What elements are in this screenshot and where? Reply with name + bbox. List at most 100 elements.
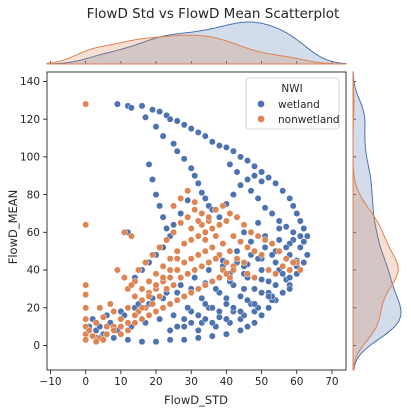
- point-nonwetland-21: [145, 277, 153, 285]
- point-wetland-54: [159, 213, 167, 221]
- point-nonwetland-97: [166, 300, 174, 308]
- point-wetland-22: [272, 179, 280, 187]
- point-wetland-66: [226, 160, 234, 168]
- point-wetland-161: [286, 274, 294, 282]
- point-wetland-156: [215, 308, 223, 315]
- point-nonwetland-92: [131, 319, 139, 327]
- point-nonwetland-99: [180, 292, 188, 300]
- point-wetland-26: [293, 210, 301, 217]
- x-tick-label-6: 50: [255, 376, 268, 388]
- point-wetland-15: [222, 143, 230, 151]
- point-nonwetland-84: [198, 262, 206, 270]
- point-nonwetland-18: [124, 304, 132, 312]
- point-nonwetland-96: [159, 304, 167, 312]
- point-nonwetland-122: [226, 210, 234, 217]
- point-nonwetland-95: [152, 308, 160, 315]
- point-nonwetland-33: [229, 232, 237, 240]
- point-nonwetland-86: [212, 255, 220, 263]
- point-wetland-188: [205, 266, 213, 274]
- point-wetland-19: [251, 162, 258, 170]
- point-wetland-34: [173, 147, 181, 155]
- point-wetland-3: [138, 102, 146, 110]
- point-wetland-80: [279, 289, 287, 297]
- point-wetland-25: [289, 202, 297, 210]
- point-wetland-68: [247, 187, 255, 195]
- point-nonwetland-23: [159, 262, 167, 270]
- point-wetland-86: [237, 326, 244, 334]
- y-axis-ticks: 0 20 40 60 80 100 120 140: [20, 76, 47, 352]
- y-tick-label-4: 80: [27, 189, 40, 201]
- point-nonwetland-19: [131, 292, 139, 300]
- point-wetland-31: [152, 123, 160, 131]
- point-nonwetland-40: [149, 251, 156, 259]
- series-wetland-points: [85, 100, 311, 346]
- x-tick-label-3: 20: [149, 376, 162, 388]
- point-wetland-73: [282, 223, 290, 231]
- point-wetland-50: [145, 160, 153, 168]
- point-wetland-136: [201, 300, 209, 308]
- point-wetland-8: [173, 117, 181, 125]
- y-tick-label-1: 20: [27, 302, 40, 314]
- point-nonwetland-129: [275, 247, 283, 255]
- point-wetland-71: [268, 210, 276, 217]
- point-nonwetland-117: [191, 198, 199, 206]
- point-nonwetland-102: [201, 281, 209, 289]
- point-wetland-94: [124, 336, 132, 344]
- point-wetland-175: [254, 219, 262, 227]
- point-nonwetland-71: [127, 232, 135, 240]
- y-tick-label-3: 60: [27, 227, 40, 239]
- point-wetland-158: [244, 296, 251, 304]
- y-tick-label-2: 40: [27, 265, 40, 277]
- point-wetland-154: [187, 319, 195, 327]
- point-nonwetland-121: [219, 202, 227, 210]
- series-nonwetland-points: [82, 100, 304, 346]
- point-nonwetland-0: [82, 100, 90, 108]
- point-wetland-205: [184, 304, 192, 312]
- point-nonwetland-142: [131, 311, 139, 319]
- point-wetland-20: [258, 168, 266, 176]
- point-nonwetland-64: [194, 251, 202, 259]
- point-nonwetland-52: [233, 255, 241, 263]
- legend: NWI wetland nonwetland: [245, 77, 340, 130]
- point-nonwetland-134: [194, 217, 202, 225]
- point-wetland-93: [138, 338, 146, 346]
- point-wetland-63: [170, 221, 178, 229]
- point-nonwetland-146: [103, 330, 111, 338]
- legend-label-nonwetland: nonwetland: [278, 114, 340, 126]
- point-wetland-51: [149, 176, 156, 183]
- point-wetland-40: [201, 194, 209, 202]
- legend-box: [245, 77, 340, 130]
- point-nonwetland-124: [240, 221, 248, 229]
- point-wetland-30: [142, 113, 149, 121]
- point-nonwetland-15: [106, 300, 114, 308]
- point-wetland-170: [233, 247, 241, 255]
- point-wetland-168: [251, 300, 258, 308]
- point-nonwetland-44: [177, 219, 185, 227]
- point-wetland-84: [251, 319, 258, 327]
- point-wetland-27: [296, 217, 304, 225]
- point-nonwetland-77: [149, 300, 156, 308]
- point-wetland-173: [275, 225, 283, 232]
- point-wetland-174: [240, 228, 248, 236]
- top-marginal-kde: [46, 21, 347, 65]
- point-nonwetland-50: [219, 240, 227, 248]
- point-nonwetland-37: [258, 251, 266, 259]
- point-nonwetland-120: [212, 206, 220, 214]
- point-wetland-181: [289, 228, 297, 236]
- point-nonwetland-42: [163, 236, 171, 244]
- point-nonwetland-8: [82, 336, 90, 344]
- point-wetland-52: [152, 191, 160, 199]
- point-wetland-203: [156, 315, 164, 323]
- x-tick-label-1: 0: [82, 376, 89, 388]
- point-wetland-115: [222, 294, 230, 302]
- point-wetland-48: [251, 172, 258, 180]
- point-nonwetland-110: [272, 270, 280, 278]
- point-wetland-85: [244, 323, 251, 331]
- point-wetland-36: [187, 164, 195, 172]
- point-nonwetland-56: [138, 296, 146, 304]
- point-wetland-65: [184, 196, 192, 204]
- point-wetland-83: [258, 311, 266, 319]
- point-nonwetland-107: [244, 270, 251, 278]
- point-wetland-117: [258, 276, 266, 283]
- legend-marker-nonwetland: [257, 115, 265, 123]
